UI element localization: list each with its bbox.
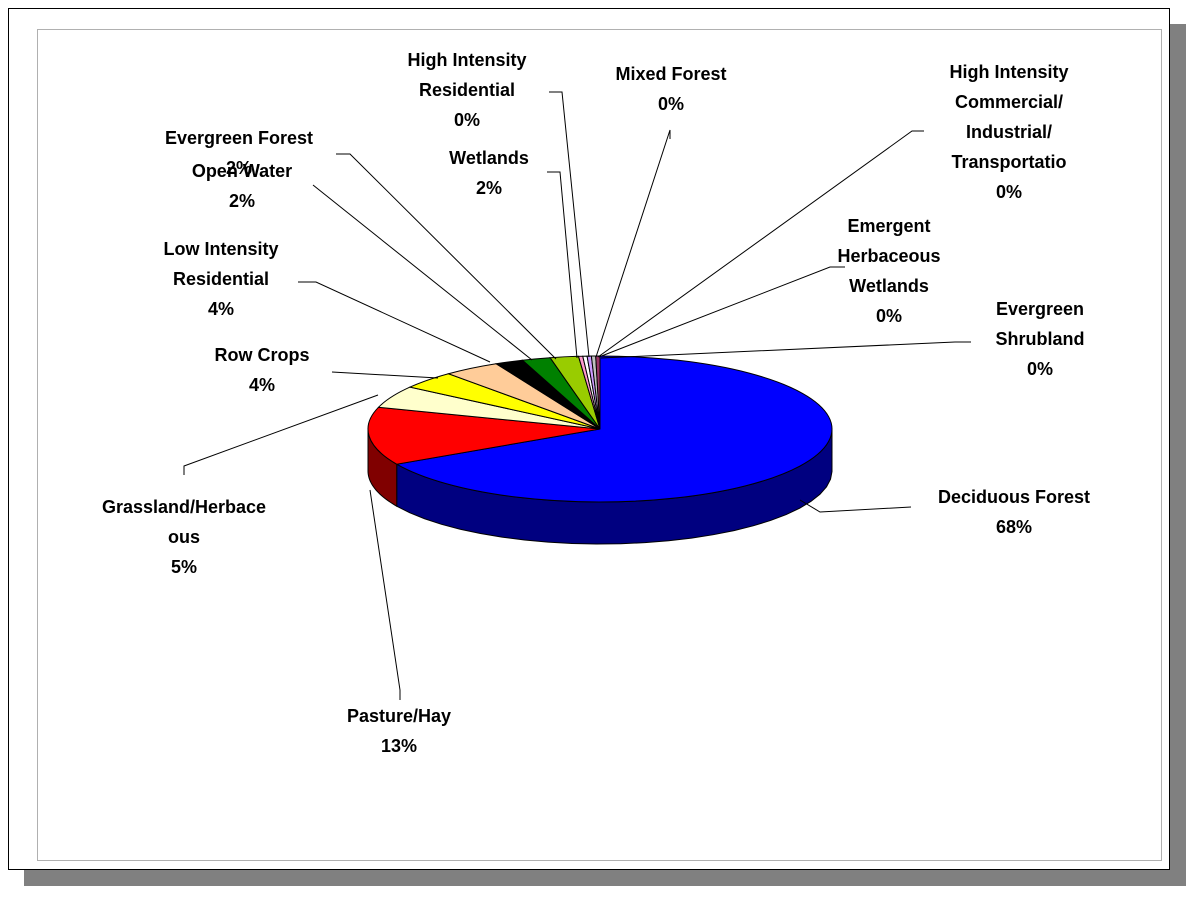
leader-line-2 xyxy=(183,394,379,475)
leader-line-0 xyxy=(799,499,912,513)
slice-percent-label: 0% xyxy=(1027,359,1053,379)
slice-name-label: Open Water xyxy=(192,161,292,181)
slice-name-label: Row Crops xyxy=(214,345,309,365)
slice-name-label: High Intensity xyxy=(407,50,526,70)
leader-line-5 xyxy=(312,184,533,361)
slice-name-label: Wetlands xyxy=(849,276,929,296)
slice-name-label: Low Intensity xyxy=(163,239,278,259)
leader-line-9 xyxy=(595,129,671,358)
slice-name-label: Pasture/Hay xyxy=(347,706,451,726)
leader-line-10 xyxy=(597,130,924,358)
slice-percent-label: 4% xyxy=(208,299,234,319)
leader-line-12 xyxy=(600,341,971,359)
slice-name-label: Herbaceous xyxy=(837,246,940,266)
slice-percent-label: 0% xyxy=(454,110,480,130)
slice-1 xyxy=(367,406,601,465)
slice-percent-label: 0% xyxy=(658,94,684,114)
slice-name-label: Evergreen xyxy=(996,299,1084,319)
leader-line-3 xyxy=(331,371,439,379)
slice-name-label: Deciduous Forest xyxy=(938,487,1090,507)
slice-name-label: Transportatio xyxy=(951,152,1066,172)
leader-line-7 xyxy=(547,171,578,359)
slice-name-label: Commercial/ xyxy=(955,92,1063,112)
slice-percent-label: 4% xyxy=(249,375,275,395)
slice-name-label: Mixed Forest xyxy=(615,64,726,84)
slice-name-label: Residential xyxy=(419,80,515,100)
slice-percent-label: 0% xyxy=(876,306,902,326)
leader-line-4 xyxy=(298,281,491,363)
slice-percent-label: 2% xyxy=(226,158,252,178)
leader-line-6 xyxy=(336,153,557,360)
slice-name-label: Emergent xyxy=(847,216,930,236)
slice-percent-label: 2% xyxy=(476,178,502,198)
plot-area-border xyxy=(37,29,1162,861)
slice-name-label: ous xyxy=(168,527,200,547)
slice-name-label: Wetlands xyxy=(449,148,529,168)
slice-percent-label: 0% xyxy=(996,182,1022,202)
slice-name-label: Shrubland xyxy=(996,329,1085,349)
slice-percent-label: 68% xyxy=(996,517,1032,537)
slice-name-label: Industrial/ xyxy=(966,122,1052,142)
slice-name-label: Residential xyxy=(173,269,269,289)
leader-line-1 xyxy=(369,489,401,700)
slice-name-label: High Intensity xyxy=(949,62,1068,82)
slice-percent-label: 2% xyxy=(229,191,255,211)
leader-line-11 xyxy=(598,266,845,358)
slice-percent-label: 13% xyxy=(381,736,417,756)
slice-percent-label: 5% xyxy=(171,557,197,577)
slice-0 xyxy=(395,355,833,503)
slice-name-label: Grassland/Herbace xyxy=(102,497,266,517)
leader-line-8 xyxy=(549,91,590,358)
slice-name-label: Evergreen Forest xyxy=(165,128,313,148)
